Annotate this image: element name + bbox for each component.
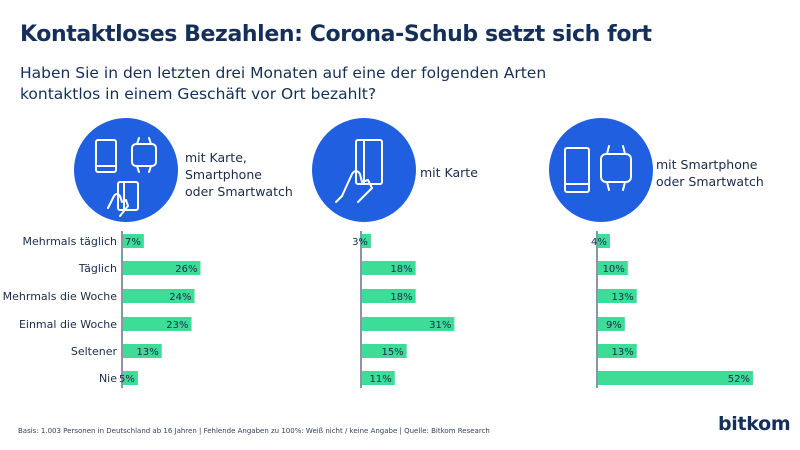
panel-1-label: mit Karte, Smartphone oder Smartwatch — [185, 149, 293, 200]
category-label: Täglich — [78, 262, 117, 275]
data-label: 7% — [125, 237, 141, 248]
bar — [123, 261, 201, 275]
bar — [123, 289, 195, 303]
data-label: 18% — [390, 264, 412, 275]
panel-1-label-text: mit Karte, Smartphone oder Smartwatch — [185, 150, 293, 199]
data-label: 13% — [612, 292, 634, 303]
bar — [598, 289, 637, 303]
category-label: Einmal die Woche — [19, 318, 117, 331]
bar — [362, 317, 455, 331]
bar — [123, 234, 144, 248]
data-label: 4% — [591, 237, 607, 248]
bar — [598, 344, 637, 358]
bar — [123, 371, 138, 385]
bar — [362, 261, 416, 275]
bar — [362, 289, 416, 303]
data-label: 31% — [429, 320, 451, 331]
data-label: 52% — [728, 374, 750, 385]
data-label: 11% — [370, 374, 392, 385]
data-label: 26% — [175, 264, 197, 275]
bar — [598, 261, 628, 275]
card-phone-watch-icon — [74, 118, 178, 222]
data-label: 10% — [603, 264, 625, 275]
page-subtitle: Haben Sie in den letzten drei Monaten au… — [20, 64, 547, 103]
data-label: 3% — [352, 237, 368, 248]
bar — [598, 317, 625, 331]
data-label: 9% — [606, 320, 622, 331]
bar — [123, 317, 192, 331]
data-label: 24% — [169, 292, 191, 303]
bar — [362, 344, 407, 358]
data-label: 13% — [137, 347, 159, 358]
data-label: 5% — [119, 374, 135, 385]
panel-2-label-text: mit Karte — [420, 165, 478, 180]
phone-watch-icon — [549, 118, 653, 222]
bar — [362, 371, 395, 385]
footnote: Basis: 1.003 Personen in Deutschland ab … — [18, 427, 490, 435]
panel-2-label: mit Karte — [420, 164, 478, 181]
data-label: 15% — [381, 347, 403, 358]
bitkom-logo: bitkom — [718, 413, 791, 435]
bar — [123, 344, 162, 358]
bar — [598, 371, 753, 385]
data-label: 23% — [166, 320, 188, 331]
page-title: Kontaktloses Bezahlen: Corona-Schub setz… — [20, 22, 652, 47]
category-label: Nie — [99, 372, 117, 385]
category-label: Seltener — [71, 345, 118, 358]
category-label: Mehrmals die Woche — [3, 290, 118, 303]
data-label: 13% — [612, 347, 634, 358]
card-hand-icon — [312, 118, 416, 222]
panel-3-label-text: mit Smartphone oder Smartwatch — [656, 157, 764, 189]
data-label: 18% — [390, 292, 412, 303]
panel-3-label: mit Smartphone oder Smartwatch — [656, 156, 764, 190]
bar — [362, 234, 371, 248]
category-label: Mehrmals täglich — [23, 235, 117, 248]
bar — [598, 234, 610, 248]
